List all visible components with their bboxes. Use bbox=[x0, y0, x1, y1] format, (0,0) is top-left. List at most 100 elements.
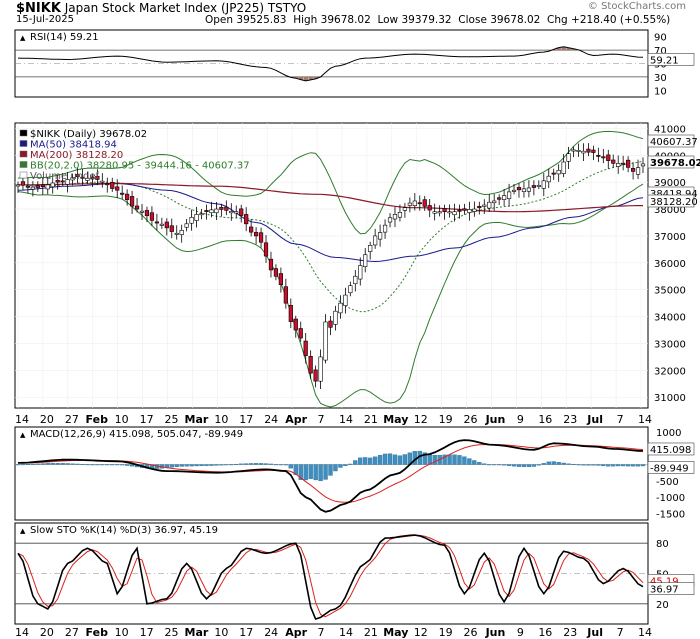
macd-histogram-bar bbox=[328, 464, 333, 476]
candle-body bbox=[234, 211, 239, 214]
date-tick-label-bottom: Feb bbox=[86, 626, 109, 639]
candle-body bbox=[95, 175, 100, 180]
candle-body bbox=[601, 156, 606, 159]
date-tick-label-bottom: 17 bbox=[239, 626, 253, 639]
candle-body bbox=[635, 167, 641, 175]
price-badge-ma200: 38128.20 bbox=[650, 197, 698, 208]
macd-histogram-bar bbox=[318, 464, 323, 482]
price-panel-frame bbox=[14, 122, 649, 409]
candle-body bbox=[144, 210, 150, 217]
candle-body bbox=[616, 163, 621, 167]
index-name: Japan Stock Market Index (JP225) bbox=[64, 1, 265, 15]
macd-histogram-bar bbox=[392, 454, 398, 465]
macd-histogram-bar bbox=[298, 464, 303, 480]
price-badge-bb: 40607.37 bbox=[650, 137, 698, 148]
candle-body bbox=[576, 150, 581, 152]
candle-body bbox=[392, 214, 398, 220]
candle-body bbox=[214, 208, 219, 214]
macd-histogram-bar bbox=[511, 464, 517, 467]
price-legend-swatch bbox=[19, 140, 28, 147]
candle-body bbox=[154, 221, 159, 224]
price-badge-ma50: 38418.94 bbox=[650, 189, 698, 200]
macd-histogram-bar bbox=[105, 464, 110, 466]
price-legend-swatch bbox=[19, 171, 28, 179]
candle-body bbox=[447, 211, 452, 214]
candle-body bbox=[258, 232, 264, 243]
macd-histogram-bar bbox=[601, 464, 606, 467]
macd-histogram-bar bbox=[611, 464, 616, 467]
candle-body bbox=[318, 356, 323, 382]
rsi-tick-label: 90 bbox=[654, 33, 667, 44]
candle-body bbox=[333, 310, 338, 325]
macd-histogram-bar bbox=[303, 464, 308, 481]
macd-histogram-bar bbox=[323, 464, 328, 480]
macd-histogram-bar bbox=[70, 463, 75, 465]
candle-body bbox=[353, 275, 358, 285]
macd-histogram-bar bbox=[55, 463, 60, 465]
candle-body bbox=[219, 206, 224, 210]
sto-d-badge: 45.19 bbox=[650, 576, 679, 587]
macd-histogram-bar bbox=[452, 454, 457, 465]
candle-body bbox=[194, 214, 199, 221]
symbol: $NIKK bbox=[16, 1, 61, 16]
candle-body bbox=[328, 320, 333, 328]
candle-body bbox=[472, 208, 477, 212]
candle-body bbox=[189, 217, 194, 224]
candle-body bbox=[120, 192, 125, 195]
macd-histogram-bar bbox=[288, 464, 293, 469]
macd-label: MACD(12,26,9) 415.098, 505.047, -89.949 bbox=[30, 429, 243, 440]
watermark: © StockCharts.com bbox=[587, 1, 686, 12]
macd-histogram-bar bbox=[268, 463, 274, 465]
candle-body bbox=[422, 199, 427, 207]
high-value: 39678.02 bbox=[320, 14, 371, 26]
candle-body bbox=[417, 202, 422, 205]
candle-body bbox=[293, 318, 298, 331]
macd-histogram-bar bbox=[501, 464, 507, 466]
date-tick-label-bottom: 16 bbox=[538, 626, 552, 639]
macd-histogram-bar bbox=[199, 464, 204, 467]
date-tick-label: Jun bbox=[485, 413, 506, 426]
candle-body bbox=[412, 200, 417, 206]
candle-body bbox=[546, 175, 551, 183]
price-tick-label: 36000 bbox=[654, 259, 686, 270]
macd-histogram-bar bbox=[15, 464, 21, 466]
macd-histogram-bar bbox=[546, 461, 551, 465]
macd-histogram-bar bbox=[630, 464, 636, 467]
candle-body bbox=[204, 210, 209, 213]
candle-body bbox=[85, 177, 90, 181]
chart-title: $NIKK Japan Stock Market Index (JP225) T… bbox=[16, 1, 306, 16]
candle-body bbox=[506, 191, 512, 200]
date-tick-label: 10 bbox=[115, 413, 129, 426]
macd-histogram-bar bbox=[343, 464, 348, 467]
candle-body bbox=[20, 181, 26, 186]
macd-histogram-bar bbox=[472, 460, 477, 465]
candle-body bbox=[556, 170, 561, 175]
candle-body bbox=[45, 184, 50, 190]
candle-body bbox=[249, 226, 254, 233]
macd-histogram-bar bbox=[447, 454, 452, 465]
sto-k-line bbox=[17, 534, 644, 620]
macd-histogram-bar bbox=[224, 464, 229, 466]
macd-histogram-bar bbox=[487, 464, 492, 466]
price-tick-label: 33000 bbox=[654, 339, 686, 350]
date-tick-label: 27 bbox=[65, 413, 79, 426]
macd-histogram-bar bbox=[591, 464, 596, 466]
exchange: TSTYO bbox=[267, 1, 307, 15]
macd-histogram-bar bbox=[174, 464, 179, 467]
price-legend-item: $NIKK (Daily) 39678.02 bbox=[30, 129, 147, 140]
price-tick-label: 38000 bbox=[654, 205, 686, 216]
date-tick-label: 21 bbox=[364, 413, 378, 426]
macd-histogram-bar bbox=[586, 464, 591, 466]
macd-histogram-bar bbox=[60, 463, 65, 465]
macd-histogram-bar bbox=[244, 463, 249, 465]
candle-body bbox=[174, 232, 179, 235]
macd-histogram-bar bbox=[551, 461, 556, 465]
macd-histogram-bar bbox=[189, 464, 194, 467]
candle-body bbox=[283, 286, 288, 304]
macd-histogram-bar bbox=[635, 464, 641, 467]
macd-histogram-bar bbox=[358, 457, 363, 465]
candle-body bbox=[303, 340, 308, 356]
date-tick-label: 24 bbox=[264, 413, 278, 426]
macd-histogram-bar bbox=[387, 453, 393, 465]
candle-body bbox=[348, 285, 353, 294]
